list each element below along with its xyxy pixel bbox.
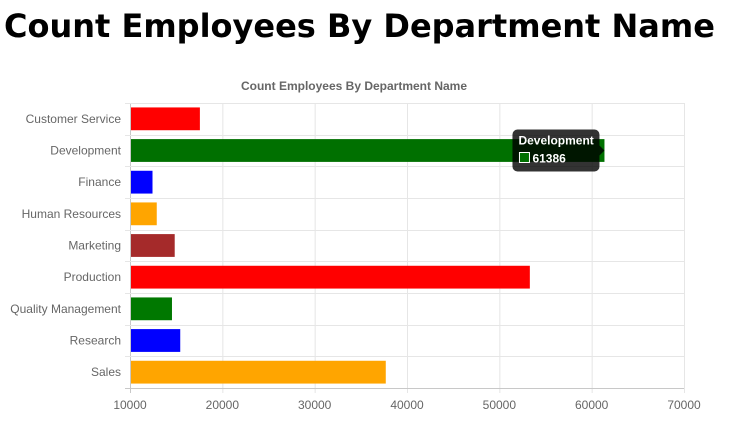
- bar[interactable]: [131, 139, 605, 162]
- bar[interactable]: [131, 202, 157, 226]
- bar[interactable]: [131, 297, 172, 321]
- category-label: Sales: [91, 365, 121, 379]
- bar[interactable]: [131, 360, 386, 384]
- category-label: Research: [70, 334, 121, 348]
- tooltip-value: 61386: [532, 152, 566, 166]
- chart-tooltip: Development 61386: [512, 129, 605, 172]
- x-tick-label: 20000: [206, 398, 240, 412]
- bar[interactable]: [131, 107, 200, 131]
- category-label: Human Resources: [22, 207, 121, 221]
- x-tick-label: 70000: [667, 398, 701, 412]
- bar[interactable]: [131, 329, 181, 352]
- category-label: Marketing: [68, 239, 121, 253]
- chart-title: Count Employees By Department Name: [241, 79, 467, 93]
- x-tick-labels: 10000 20000 30000 40000 50000 60000 70000: [113, 398, 701, 412]
- x-tick-label: 40000: [390, 398, 424, 412]
- category-label: Production: [64, 270, 121, 284]
- x-tick-label: 30000: [298, 398, 332, 412]
- x-tick-label: 50000: [483, 398, 517, 412]
- tooltip-color-swatch: [518, 152, 530, 163]
- tooltip-caret: [599, 145, 605, 156]
- bar[interactable]: [131, 234, 175, 257]
- tooltip-background: [512, 129, 600, 172]
- x-tick-label: 10000: [113, 398, 147, 412]
- tooltip-title: Development: [518, 134, 593, 148]
- category-label: Quality Management: [10, 302, 121, 316]
- bars: [131, 107, 605, 384]
- category-label: Finance: [78, 175, 121, 189]
- x-tick-label: 60000: [575, 398, 609, 412]
- bar[interactable]: [131, 265, 530, 289]
- category-label: Customer Service: [26, 112, 122, 126]
- bar[interactable]: [131, 170, 153, 194]
- page-heading: Count Employees By Department Name: [4, 7, 715, 45]
- category-labels: Customer Service Development Finance Human …: [10, 112, 121, 379]
- category-label: Development: [50, 144, 121, 158]
